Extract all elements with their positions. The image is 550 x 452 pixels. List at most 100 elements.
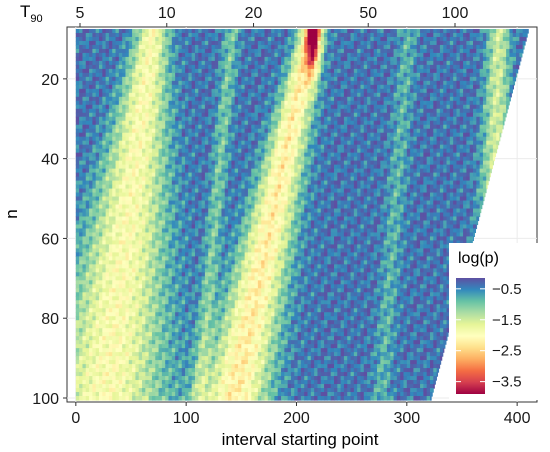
heatmap-cell	[307, 76, 312, 82]
heatmap-cell	[482, 152, 487, 158]
heatmap-cell	[274, 112, 279, 118]
heatmap-cell	[337, 28, 342, 34]
heatmap-cell	[492, 36, 497, 42]
heatmap-cell	[142, 56, 146, 62]
heatmap-cell	[363, 168, 368, 174]
heatmap-cell	[406, 128, 411, 134]
heatmap-cell	[334, 68, 338, 74]
heatmap-cell	[85, 56, 90, 62]
heatmap-cell	[459, 68, 464, 74]
heatmap-cell	[82, 56, 87, 62]
heatmap-cell	[151, 108, 156, 114]
heatmap-cell	[396, 52, 401, 58]
heatmap-cell	[238, 72, 242, 78]
heatmap-cell	[466, 136, 471, 142]
heatmap-cell	[330, 76, 335, 82]
heatmap-cell	[360, 104, 365, 110]
heatmap-cell	[400, 40, 405, 46]
heatmap-cell	[234, 164, 239, 170]
heatmap-cell	[82, 120, 87, 126]
heatmap-cell	[502, 64, 507, 70]
heatmap-cell	[453, 96, 458, 102]
heatmap-cell	[353, 96, 358, 102]
heatmap-cell	[211, 128, 216, 134]
heatmap-cell	[138, 60, 143, 66]
heatmap-cell	[261, 140, 266, 146]
heatmap-cell	[79, 164, 84, 170]
heatmap-cell	[168, 52, 173, 58]
heatmap-cell	[367, 68, 371, 74]
heatmap-cell	[439, 104, 444, 110]
heatmap-cell	[234, 64, 239, 70]
heatmap-cell	[125, 64, 130, 70]
heatmap-cell	[138, 76, 143, 82]
heatmap-cell	[191, 60, 196, 66]
heatmap-cell	[92, 148, 97, 154]
heatmap-cell	[284, 100, 289, 106]
heatmap-cell	[443, 52, 448, 58]
heatmap-cell	[479, 120, 484, 126]
heatmap-cell	[238, 120, 242, 126]
heatmap-cell	[506, 52, 511, 58]
heatmap-cell	[175, 52, 180, 58]
heatmap-cell	[241, 60, 246, 66]
heatmap-cell	[244, 160, 249, 166]
heatmap-cell	[433, 100, 438, 106]
heatmap-cell	[138, 172, 143, 178]
heatmap-cell	[161, 76, 166, 82]
heatmap-cell	[231, 72, 236, 78]
heatmap-cell	[85, 76, 90, 82]
heatmap-cell	[294, 136, 299, 142]
heatmap-cell	[267, 32, 272, 38]
heatmap-cell	[181, 76, 186, 82]
heatmap-cell	[231, 116, 236, 122]
heatmap-cell	[459, 132, 464, 138]
heatmap-cell	[244, 100, 249, 106]
heatmap-cell	[456, 88, 461, 94]
heatmap-cell	[492, 108, 497, 114]
heatmap-cell	[241, 152, 246, 158]
heatmap-cell	[290, 128, 295, 134]
heatmap-cell	[390, 68, 395, 74]
heatmap-cell	[79, 88, 84, 94]
heatmap-cell	[360, 124, 365, 130]
heatmap-cell	[469, 88, 474, 94]
heatmap-cell	[383, 136, 388, 142]
heatmap-cell	[360, 112, 365, 118]
heatmap-cell	[267, 56, 272, 62]
heatmap-cell	[304, 132, 309, 138]
heatmap-cell	[373, 132, 378, 138]
heatmap-cell	[92, 72, 97, 78]
heatmap-cell	[132, 28, 136, 34]
heatmap-cell	[201, 144, 206, 150]
heatmap-cell	[489, 40, 494, 46]
heatmap-cell	[386, 164, 391, 170]
heatmap-cell	[181, 56, 186, 62]
heatmap-cell	[406, 156, 411, 162]
heatmap-cell	[463, 136, 467, 142]
heatmap-cell	[466, 36, 471, 42]
heatmap-cell	[509, 56, 514, 62]
heatmap-cell	[410, 60, 415, 66]
heatmap-cell	[476, 52, 481, 58]
heatmap-cell	[386, 176, 391, 182]
heatmap-cell	[327, 104, 332, 110]
heatmap-cell	[489, 132, 494, 138]
heatmap-cell	[284, 80, 289, 86]
heatmap-cell	[115, 72, 120, 78]
heatmap-cell	[168, 36, 173, 42]
heatmap-cell	[443, 112, 448, 118]
heatmap-cell	[95, 172, 100, 178]
heatmap-cell	[281, 152, 285, 158]
heatmap-cell	[254, 52, 259, 58]
heatmap-cell	[132, 68, 136, 74]
heatmap-cell	[413, 72, 418, 78]
heatmap-cell	[171, 112, 176, 118]
heatmap-cell	[420, 148, 424, 154]
heatmap-cell	[400, 68, 405, 74]
heatmap-cell	[171, 124, 176, 130]
heatmap-cell	[128, 40, 133, 46]
heatmap-cell	[228, 36, 232, 42]
heatmap-cell	[241, 32, 246, 38]
heatmap-cell	[449, 80, 454, 86]
